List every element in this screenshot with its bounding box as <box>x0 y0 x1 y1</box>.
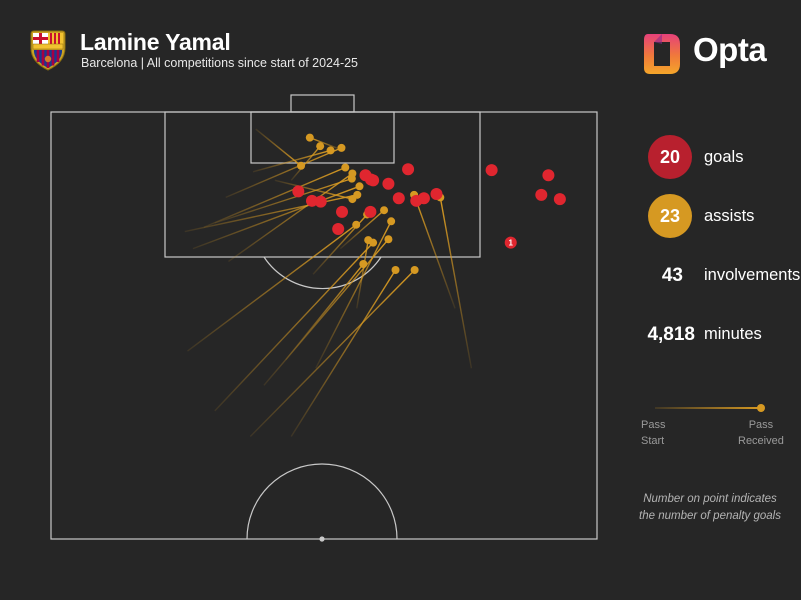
legend-pass-start: Pass Start <box>641 417 665 449</box>
goal-point <box>314 195 327 208</box>
assist-received-point <box>305 133 314 142</box>
goal-point <box>402 163 415 176</box>
assist-pass-line <box>249 269 416 438</box>
legend-pass-received-line2: Received <box>738 435 784 447</box>
assist-pass-line <box>214 242 374 412</box>
assist-pass-line <box>184 194 358 233</box>
goal-point <box>430 187 443 200</box>
legend-pass-received-dot <box>757 404 765 412</box>
subtitle: Barcelona | All competitions since start… <box>81 56 359 70</box>
legend-pass-line <box>655 407 761 409</box>
assist-received-point <box>410 265 419 274</box>
assist-received-point <box>341 163 350 172</box>
goal-point <box>542 169 555 182</box>
centre-spot <box>319 536 325 542</box>
assist-layer <box>184 128 473 438</box>
assist-pass-line <box>203 166 346 228</box>
assist-pass-line <box>255 128 302 167</box>
assist-received-point <box>316 142 325 151</box>
player-name: Lamine Yamal <box>80 29 231 55</box>
assists-count: 23 <box>659 205 681 226</box>
goal-layer: 1 <box>292 163 566 249</box>
assist-received-point <box>387 217 396 226</box>
assist-pass-line <box>356 239 369 309</box>
assist-pass-line <box>225 147 342 199</box>
goal-point <box>553 193 566 206</box>
assist-pass-line <box>252 149 331 173</box>
assist-pass-line <box>214 177 353 224</box>
goal-point <box>535 188 548 201</box>
assist-pass-line <box>413 194 456 309</box>
penalty-note: Number on point indicates the number of … <box>630 491 790 525</box>
assist-pass-line <box>439 197 473 369</box>
assist-received-point <box>380 206 389 215</box>
opta-logo <box>640 30 770 78</box>
assist-received-point <box>347 174 356 183</box>
minutes-label: minutes <box>704 325 762 343</box>
penalty-note-line2: the number of penalty goals <box>639 510 781 522</box>
involvements-label: involvements <box>704 266 801 284</box>
opta-brand-text: Opta <box>693 31 767 68</box>
assist-pass-line <box>187 224 357 352</box>
goal-point <box>392 192 405 205</box>
goals-badge: 20 <box>648 135 692 179</box>
assist-pass-line <box>315 220 392 369</box>
goal-point <box>382 177 395 190</box>
pitch-lines <box>50 94 598 542</box>
legend-pass-received-line1: Pass <box>748 419 774 431</box>
minutes-count: 4,818 <box>647 324 695 345</box>
assist-pass-line <box>285 263 364 361</box>
penalty-note-line1: Number on point indicates <box>643 493 777 505</box>
opta-logo-icon <box>644 34 680 74</box>
assists-label: assists <box>704 207 755 225</box>
goal-point <box>485 164 498 177</box>
assist-received-point <box>297 161 306 170</box>
goals-count: 20 <box>659 146 681 167</box>
involvements-count: 43 <box>661 265 683 286</box>
assist-pass-line <box>263 238 389 386</box>
goal-point <box>292 185 305 198</box>
centre-circle-arc <box>246 463 398 540</box>
assist-pass-line <box>228 172 353 263</box>
assist-pass-line <box>339 209 385 250</box>
assist-received-point <box>355 182 364 191</box>
assist-received-point <box>391 265 400 274</box>
penalty-box <box>164 111 481 258</box>
penalty-arc <box>263 256 382 290</box>
goal-point <box>504 236 517 249</box>
assist-received-point <box>348 195 357 204</box>
legend-pass-start-line2: Start <box>641 435 665 447</box>
assists-badge: 23 <box>648 194 692 238</box>
legend-pass-start-line1: Pass <box>641 419 666 431</box>
goal-point <box>305 194 318 207</box>
penalty-goal-count: 1 <box>509 239 514 248</box>
assist-pass-line <box>274 179 353 200</box>
goal-point <box>336 205 349 218</box>
goals-label: goals <box>704 148 744 166</box>
legend-pass-received: Pass Received <box>738 417 784 449</box>
assist-received-point <box>364 236 373 245</box>
assist-received-point <box>337 143 346 152</box>
assist-pass-line <box>312 214 368 275</box>
assist-pass-line <box>290 269 397 437</box>
assist-received-point <box>359 260 368 269</box>
goal-point <box>364 205 377 218</box>
goal-frame <box>290 94 355 113</box>
goal-point <box>359 169 372 182</box>
goal-point <box>417 192 430 205</box>
fc-barcelona-crest-icon <box>28 28 68 72</box>
assist-received-point <box>352 220 361 229</box>
goal-point <box>332 222 345 235</box>
assist-received-point <box>384 235 393 244</box>
assist-pass-line <box>192 185 360 250</box>
